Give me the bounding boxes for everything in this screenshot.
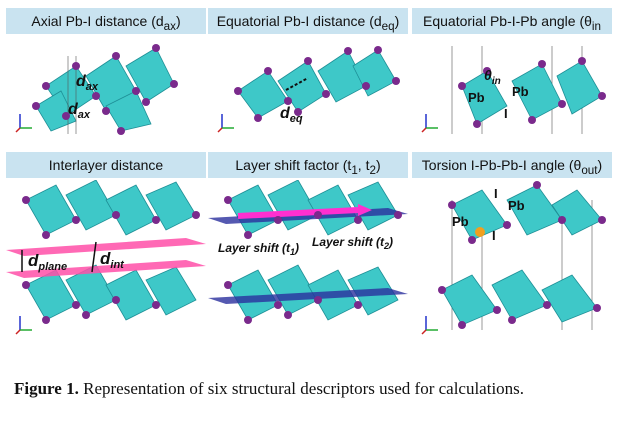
panel-title: Layer shift factor (t1, t2) — [208, 152, 408, 178]
panel-torsion-angle: Torsion I-Pb-Pb-I angle (θout) Pb Pb I I — [412, 152, 612, 335]
figure-caption: Figure 1. Representation of six structur… — [14, 378, 612, 400]
label-pb-2: Pb — [512, 84, 529, 99]
label-dplane: dplane — [28, 251, 67, 273]
label-dint: dint — [100, 249, 125, 271]
octahedra-illustration: dax dax — [15, 44, 178, 135]
panel-equatorial-angle: Equatorial Pb-I-Pb angle (θin θin Pb Pb … — [412, 8, 612, 134]
panel-layer-shift: Layer shift factor (t1, t2) Layer shift … — [208, 152, 408, 324]
panel-equatorial-distance: Equatorial Pb-I distance (deq) deq — [208, 8, 408, 133]
label-i: I — [504, 106, 508, 121]
octahedra-illustration: Pb Pb I I — [421, 181, 606, 335]
caption-label: Figure 1. — [14, 379, 79, 398]
label-shift-t1: Layer shift (t1) — [218, 241, 299, 257]
label-theta-in: θin — [484, 67, 501, 87]
panel-title: Equatorial Pb-I distance (deq) — [208, 8, 408, 34]
panel-title: Equatorial Pb-I-Pb angle (θin — [412, 8, 612, 34]
panel-axial-distance: Axial Pb-I distance (dax) dax dax — [6, 8, 206, 135]
label-i-bottom: I — [492, 228, 496, 243]
label-pb-right: Pb — [508, 198, 525, 213]
octahedra-illustration: dplane dint — [6, 180, 206, 335]
octahedra-illustration: deq — [217, 46, 400, 133]
label-shift-t2: Layer shift (t2) — [312, 235, 393, 251]
caption-text: Representation of six structural descrip… — [78, 379, 525, 398]
label-deq: deq — [280, 105, 303, 125]
label-i-top: I — [494, 186, 498, 201]
label-dax-2: dax — [68, 101, 91, 121]
panel-interlayer-distance: Interlayer distance dplane dint — [6, 152, 206, 335]
label-dax-1: dax — [76, 73, 99, 93]
panel-title: Torsion I-Pb-Pb-I angle (θout) — [412, 152, 612, 178]
octahedra-illustration: θin Pb Pb I — [421, 46, 606, 134]
label-pb-left: Pb — [452, 214, 469, 229]
panel-title: Interlayer distance — [6, 152, 206, 178]
octahedra-illustration: Layer shift (t1) Layer shift (t2) — [208, 180, 408, 324]
panel-title: Axial Pb-I distance (dax) — [6, 8, 206, 34]
label-pb-1: Pb — [468, 90, 485, 105]
